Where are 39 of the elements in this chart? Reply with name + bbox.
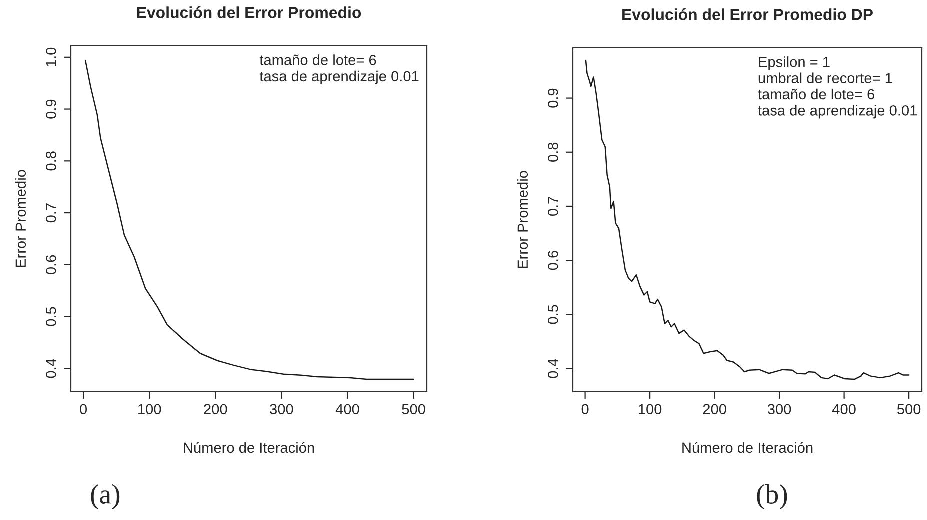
chart-title: Evolución del Error Promedio	[137, 6, 362, 18]
y-tick-label: 0.5	[46, 307, 56, 326]
x-tick-label: 0	[80, 404, 88, 415]
annotation: umbral de recorte= 1	[758, 72, 892, 84]
y-tick-label: 0.7	[548, 197, 558, 216]
y-axis-title: Error Promedio	[15, 170, 26, 268]
y-tick-label: 0.8	[548, 142, 558, 162]
x-tick-label: 400	[832, 404, 856, 415]
x-tick-label: 0	[582, 404, 589, 415]
y-tick-label: 0.4	[46, 358, 56, 378]
annotation: tamaño de lote= 6	[260, 54, 376, 66]
x-tick-label: 300	[270, 404, 294, 415]
annotation: Epsilon = 1	[759, 56, 830, 70]
y-axis-title: Error Promedio	[517, 171, 528, 268]
y-tick-label: 0.6	[46, 255, 56, 274]
x-tick-label: 100	[138, 404, 162, 415]
y-tick-label: 1.0	[46, 48, 56, 66]
text: (b)	[757, 484, 788, 510]
text: (a)	[91, 484, 120, 510]
y-tick-label: 0.6	[548, 251, 558, 270]
y-tick-label: 0.8	[46, 152, 56, 171]
y-tick-label: 0.7	[46, 204, 56, 223]
x-tick-label: 200	[703, 404, 726, 415]
y-tick-label: 0.5	[548, 305, 558, 324]
x-tick-label: 500	[402, 404, 426, 415]
y-tick-label: 0.9	[46, 100, 56, 119]
x-axis-title: Número de Iteración	[184, 442, 314, 454]
x-tick-label: 400	[336, 404, 360, 415]
x-tick-label: 200	[204, 404, 228, 415]
annotation: tasa de aprendizaje 0.01	[758, 105, 917, 119]
x-tick-label: 100	[639, 404, 662, 415]
y-tick-label: 0.9	[548, 88, 558, 108]
x-axis-title: Número de Iteración	[682, 442, 813, 454]
chart-title: Evolución del Error Promedio DP	[622, 8, 873, 20]
x-tick-label: 300	[768, 404, 792, 415]
annotation: tasa de aprendizaje 0.01	[260, 70, 419, 85]
y-tick-label: 0.4	[548, 359, 558, 378]
annotation: tamaño de lote= 6	[758, 88, 874, 100]
x-tick-label: 500	[897, 404, 921, 415]
